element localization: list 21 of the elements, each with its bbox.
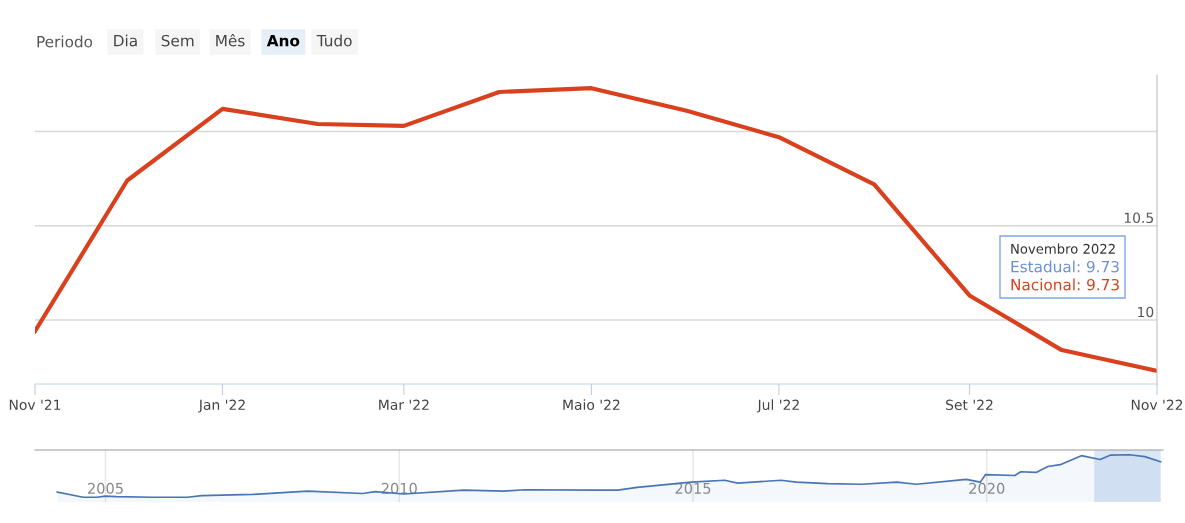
text: Ano <box>266 35 300 47</box>
x-tick-label: Nov '21 <box>9 399 61 411</box>
y-tick-label: 10 <box>1138 306 1154 318</box>
text: Periodo <box>37 35 93 48</box>
x-tick-label: Set '22 <box>946 399 993 411</box>
annotation: Novembro 2022 <box>1011 243 1115 254</box>
y-tick-label: 10.5 <box>1124 212 1154 224</box>
annotation: Estadual: 9.73 <box>1011 260 1119 273</box>
annotation: Nacional: 9.73 <box>1011 278 1119 291</box>
x-tick-label: Jan '22 <box>198 399 245 413</box>
text: Mês <box>216 34 245 47</box>
x-tick-label: Jul '22 <box>756 399 799 413</box>
x-tick-label: 2015 <box>675 482 711 494</box>
x-tick-label: 2005 <box>88 482 123 494</box>
x-tick-label: 2020 <box>969 482 1005 494</box>
text: Tudo <box>316 34 352 47</box>
text: Sem <box>161 34 194 47</box>
text: Dia <box>114 34 137 47</box>
x-tick-label: Nov '22 <box>1131 399 1183 411</box>
x-tick-label: Mar '22 <box>379 399 429 411</box>
x-tick-label: Maio '22 <box>563 399 620 411</box>
